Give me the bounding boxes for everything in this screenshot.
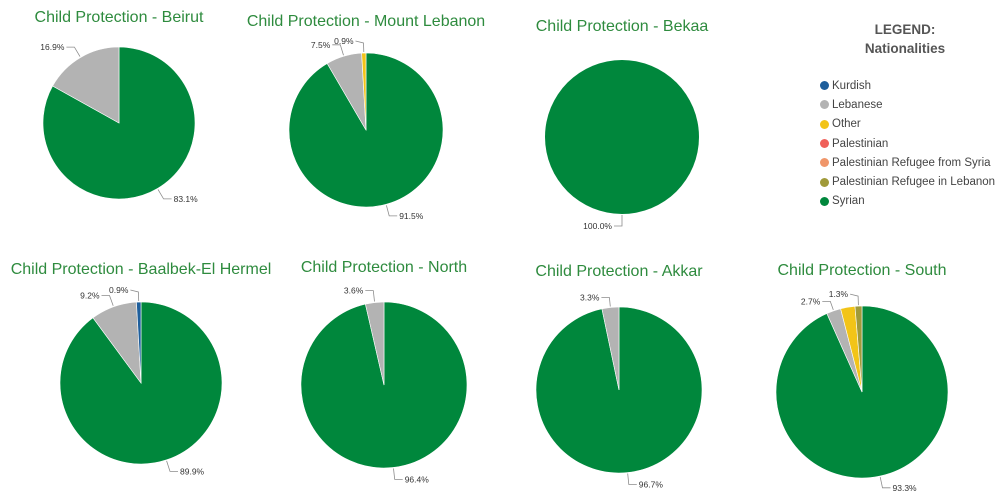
pie-slice-kurdish (136, 301, 142, 384)
chart-title: Child Protection - Akkar (535, 263, 703, 280)
pie-slice-label: 100.0% (583, 221, 612, 231)
chart-title: Child Protection - Beirut (35, 9, 205, 26)
pie-slice-label: 0.9% (334, 36, 354, 46)
pie-slice-lebanese (601, 306, 620, 391)
legend-label: Palestinian (832, 137, 889, 150)
legend-item-palestinian-refugee-from-syria: Palestinian Refugee from Syria (820, 153, 1003, 172)
chart-title: Child Protection - North (301, 259, 467, 276)
pie-slice-label: 83.1% (174, 194, 199, 204)
legend-item-other: Other (820, 115, 1003, 134)
label-leader-line (614, 215, 623, 227)
legend-label: Palestinian Refugee from Syria (832, 156, 991, 169)
label-leader-line (627, 473, 637, 485)
pie-slice-label: 89.9% (180, 466, 205, 476)
pie-slice-lebanese (365, 301, 385, 386)
legend: LEGEND: Nationalities Kurdish Lebanese O… (820, 20, 1003, 211)
label-leader-line (332, 44, 344, 56)
pie-chart-mount-lebanon: Child Protection - Mount Lebanon 91.5% 7.5… (247, 13, 485, 221)
legend-label: Other (832, 118, 861, 131)
pie-slice-label: 96.7% (639, 480, 664, 490)
pie-slice-syrian (545, 60, 699, 214)
label-leader-line (101, 295, 114, 306)
pie-slice-label: 3.3% (580, 293, 600, 303)
legend-label: Syrian (832, 195, 865, 208)
legend-title-line2: Nationalities (864, 41, 946, 56)
pie-chart-baalbek-el-hermel: Child Protection - Baalbek-El Hermel 89.9… (11, 261, 272, 476)
pie-slice-label: 16.9% (40, 42, 65, 52)
pie-chart-beirut: Child Protection - Beirut 83.1% 16.9% (35, 9, 205, 204)
pie-chart-south: Child Protection - South 93.3% 2.7% 1.3% (775, 262, 949, 491)
legend-title-line1: LEGEND: (874, 22, 936, 37)
pie-chart-bekaa: Child Protection - Bekaa 100.0% (536, 18, 709, 231)
label-leader-line (879, 477, 891, 489)
chart-title: Child Protection - Baalbek-El Hermel (11, 261, 272, 278)
legend-swatch (820, 196, 829, 206)
pie-slice-syrian (775, 305, 949, 479)
legend-label: Kurdish (832, 79, 871, 92)
legend-swatch (820, 81, 829, 91)
label-leader-line (601, 297, 611, 307)
pie-slice-label: 2.7% (801, 296, 821, 306)
legend-item-palestinian: Palestinian (820, 134, 1003, 153)
pie-slice-lebanese (52, 46, 120, 124)
label-leader-line (365, 290, 375, 302)
label-leader-line (355, 40, 365, 53)
pie-slice-label: 9.2% (80, 291, 100, 301)
legend-label: Palestinian Refugee in Lebanon (832, 176, 996, 189)
legend-item-syrian: Syrian (820, 192, 1003, 211)
legend-item-lebanese: Lebanese (820, 95, 1003, 114)
label-leader-line (157, 189, 172, 200)
legend-items: Kurdish Lebanese Other Palestinian Pales… (820, 76, 1003, 211)
pie-slice-label: 96.4% (405, 474, 430, 484)
pie-slice-label: 1.3% (829, 289, 849, 299)
label-leader-line (393, 468, 403, 480)
legend-item-kurdish: Kurdish (820, 76, 1003, 95)
chart-title: Child Protection - Mount Lebanon (247, 13, 485, 30)
legend-label: Lebanese (832, 98, 883, 111)
legend-item-palestinian-refugee-in-lebanon: Palestinian Refugee in Lebanon (820, 172, 1003, 191)
legend-swatch (820, 158, 829, 168)
pie-slice-other (361, 52, 367, 131)
pie-slice-palestinian-refugee-in-lebanon (854, 305, 863, 393)
label-leader-line (166, 460, 178, 472)
pie-slice-label: 93.3% (893, 483, 918, 491)
label-leader-line (130, 289, 140, 302)
chart-title: Child Protection - Bekaa (536, 18, 709, 35)
label-leader-line (386, 205, 398, 217)
legend-swatch (820, 139, 829, 149)
pie-chart-north: Child Protection - North 96.4% 3.6% (300, 259, 468, 484)
pie-chart-akkar: Child Protection - Akkar 96.7% 3.3% (535, 263, 703, 490)
pie-slice-label: 91.5% (399, 211, 424, 221)
pie-slice-label: 7.5% (311, 40, 331, 50)
legend-swatch (820, 119, 829, 129)
legend-title: LEGEND: Nationalities (820, 20, 990, 58)
label-leader-line (66, 46, 81, 57)
pie-slice-label: 3.6% (344, 286, 364, 296)
label-leader-line (850, 293, 859, 306)
pie-slice-label: 0.9% (109, 285, 129, 295)
legend-swatch (820, 177, 829, 187)
chart-title: Child Protection - South (778, 262, 947, 279)
label-leader-line (822, 300, 834, 311)
legend-swatch (820, 100, 829, 110)
